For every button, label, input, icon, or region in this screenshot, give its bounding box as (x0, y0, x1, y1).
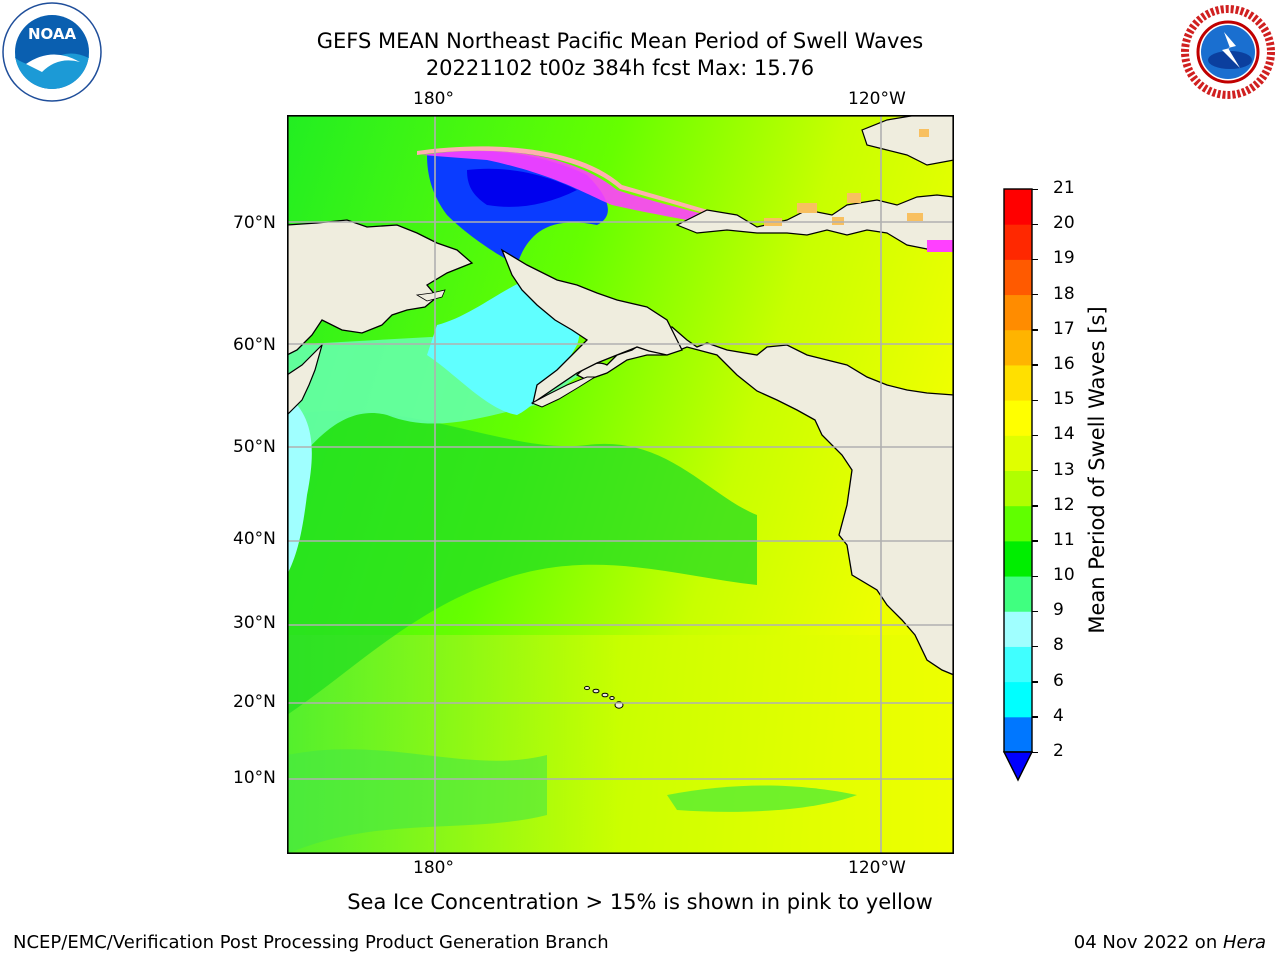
ice-edge-outer (417, 146, 732, 221)
colorbar-segment (1004, 400, 1032, 436)
colorbar-tick-label: 6 (1053, 670, 1064, 691)
colorbar-tick-label: 20 (1053, 213, 1075, 234)
noaa-logo-text: NOAA (28, 25, 77, 43)
colorbar-tick-label: 9 (1053, 600, 1064, 621)
colorbar-tick (1032, 294, 1038, 296)
land-aleutian-west (415, 289, 446, 302)
map-subtitle: 20221102 t00z 384h fcst Max: 15.76 (425, 56, 815, 80)
footer-date-text: 04 Nov 2022 on (1073, 932, 1223, 953)
colorbar-extend-arrow (1002, 751, 1034, 782)
lat-label-60n: 60°N (233, 335, 276, 355)
lat-label-50n: 50°N (233, 437, 276, 457)
colorbar (1002, 188, 1034, 782)
colorbar-tick-label: 2 (1053, 741, 1064, 761)
colorbar-tick (1032, 610, 1038, 613)
sea-ice-notice: Sea Ice Concentration > 15% is shown in … (347, 890, 933, 914)
lat-label-70n: 70°N (233, 213, 276, 233)
green-swath (287, 410, 757, 715)
colorbar-tick (1032, 399, 1038, 402)
land-alaska (500, 248, 683, 405)
colorbar-segment (1004, 224, 1032, 260)
land-arctic-islands (861, 115, 954, 166)
colorbar-segment (1004, 329, 1032, 366)
colorbar-segment (1004, 189, 1032, 225)
colorbar-segment (1004, 259, 1032, 296)
lon-label-top-120w: 120°W (848, 89, 906, 109)
colorbar-segment (1004, 540, 1032, 577)
lat-label-20n: 20°N (233, 692, 276, 712)
colorbar-tick (1032, 645, 1038, 648)
colorbar-segment (1004, 646, 1032, 683)
colorbar-tick-label: 8 (1053, 635, 1064, 656)
colorbar-tick (1032, 575, 1038, 577)
colorbar-tick-label: 14 (1053, 424, 1075, 445)
colorbar-tick-label: 4 (1053, 705, 1064, 726)
colorbar-tick (1032, 540, 1038, 542)
map-panel (287, 115, 954, 854)
footer-date: 04 Nov 2022 on Hera (1074, 932, 1266, 953)
bering-sea (427, 275, 581, 415)
map-frame (287, 115, 954, 854)
graticule (287, 115, 954, 854)
colorbar-segment (1004, 716, 1032, 753)
colorbar-tick-label: 13 (1053, 459, 1075, 480)
colorbar-segment (1004, 470, 1032, 507)
lon-label-bottom-180: 180° (413, 858, 454, 878)
colorbar-tick (1032, 364, 1038, 366)
green-band (667, 785, 857, 812)
colorbar-tick-label: 11 (1053, 529, 1075, 550)
colorbar-segment (1004, 435, 1032, 471)
green-swath-south (287, 749, 547, 854)
colorbar-tick-label: 16 (1053, 353, 1075, 374)
colorbar-segment (1004, 576, 1032, 612)
colorbar-segment (1004, 505, 1032, 542)
colorbar-label: Mean Period of Swell Waves [s] (1085, 306, 1109, 634)
colorbar-tick (1032, 188, 1038, 190)
nws-logo-icon (1178, 2, 1278, 106)
lat-label-10n: 10°N (233, 768, 276, 788)
colorbar-tick-label: 21 (1053, 178, 1075, 198)
colorbar-tick-label: 18 (1053, 283, 1075, 304)
colorbar-tick (1032, 470, 1038, 472)
colorbar-segment (1004, 294, 1032, 331)
colorbar-tick (1032, 505, 1038, 507)
footer-credits: NCEP/EMC/Verification Post Processing Pr… (13, 932, 609, 953)
colorbar-tick-label: 12 (1053, 494, 1075, 515)
lat-label-30n: 30°N (233, 613, 276, 633)
colorbar-tick (1032, 716, 1038, 718)
colorbar-segment (1004, 364, 1032, 401)
colorbar-tick-label: 19 (1053, 248, 1075, 269)
cyan-region-west (287, 395, 312, 575)
land-north-america (575, 326, 954, 676)
colorbar-tick (1032, 681, 1038, 683)
colorbar-segment (1004, 681, 1032, 718)
map-title: GEFS MEAN Northeast Pacific Mean Period … (316, 29, 924, 53)
colorbar-tick-label: 15 (1053, 389, 1075, 410)
colorbar-tick-label: 10 (1053, 565, 1075, 586)
ice-edge (422, 150, 727, 227)
colorbar-segment (1004, 611, 1032, 647)
colorbar-tick (1032, 223, 1038, 226)
ice-patch-east (927, 240, 954, 252)
lon-label-bottom-120w: 120°W (848, 858, 906, 878)
land-alaska-peninsula (530, 376, 597, 408)
colorbar-tick (1032, 258, 1038, 261)
land-kamchatka (287, 342, 324, 416)
lat-label-40n: 40°N (233, 529, 276, 549)
noaa-logo-icon: NOAA (2, 2, 102, 106)
colorbar-tick (1032, 329, 1038, 331)
colorbar-tick (1032, 751, 1038, 753)
colorbar-tick (1032, 434, 1038, 437)
lon-label-top-180: 180° (413, 89, 454, 109)
footer-machine: Hera (1222, 932, 1266, 953)
colorbar-tick-label: 17 (1053, 318, 1075, 339)
arctic-core (467, 168, 577, 207)
